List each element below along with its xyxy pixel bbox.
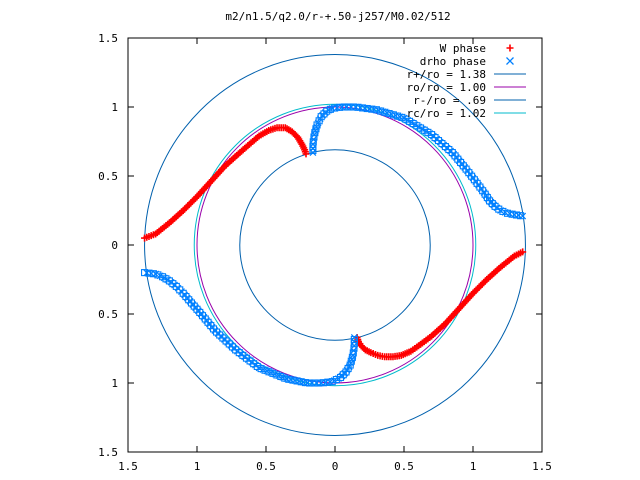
legend-label: r+/ro = 1.38	[407, 68, 486, 81]
y-axis: 1.5 1 0.5 0 0.5 1 1.5	[98, 32, 542, 459]
data-point	[350, 335, 358, 344]
data-point	[302, 150, 310, 158]
circle-line	[193, 103, 477, 387]
y-tick-label: 0.5	[98, 308, 118, 321]
point-series	[141, 103, 527, 387]
circle-line	[239, 149, 431, 341]
y-tick-label: 0.5	[98, 170, 118, 183]
x-tick-label: 0.5	[394, 460, 414, 473]
data-point	[309, 142, 317, 150]
data-point	[332, 375, 340, 384]
legend-label: drho phase	[420, 55, 486, 68]
x-tick-label: 0	[332, 460, 339, 473]
data-point	[141, 269, 149, 277]
legend-swatch	[506, 44, 514, 52]
y-tick-label: 1.5	[98, 32, 118, 45]
x-axis: 1.5 1 0.5 0 0.5 1 1.5	[118, 38, 552, 473]
legend-label: rc/ro = 1.02	[407, 107, 486, 120]
chart-title: m2/n1.5/q2.0/r-+.50-j257/M0.02/512	[225, 10, 450, 23]
x-tick-label: 1	[470, 460, 477, 473]
data-point	[143, 269, 151, 277]
x-tick-label: 1	[194, 460, 201, 473]
x-tick-label: 0.5	[256, 460, 276, 473]
y-tick-label: 1.5	[98, 446, 118, 459]
x-tick-label: 1.5	[118, 460, 138, 473]
legend-swatch	[506, 57, 514, 65]
y-tick-label: 0	[111, 239, 118, 252]
data-point	[309, 146, 317, 155]
plot-area	[141, 54, 527, 436]
x-tick-label: 1.5	[532, 460, 552, 473]
data-point	[350, 340, 358, 348]
legend-label: ro/ro = 1.00	[407, 81, 486, 94]
y-tick-label: 1	[111, 377, 118, 390]
y-tick-label: 1	[111, 101, 118, 114]
data-point	[519, 212, 527, 220]
legend-label: r-/ro = .69	[413, 94, 486, 107]
circle-line	[196, 106, 474, 384]
data-point	[315, 117, 323, 125]
circle-line	[144, 54, 526, 436]
legend-label: W phase	[440, 42, 486, 55]
